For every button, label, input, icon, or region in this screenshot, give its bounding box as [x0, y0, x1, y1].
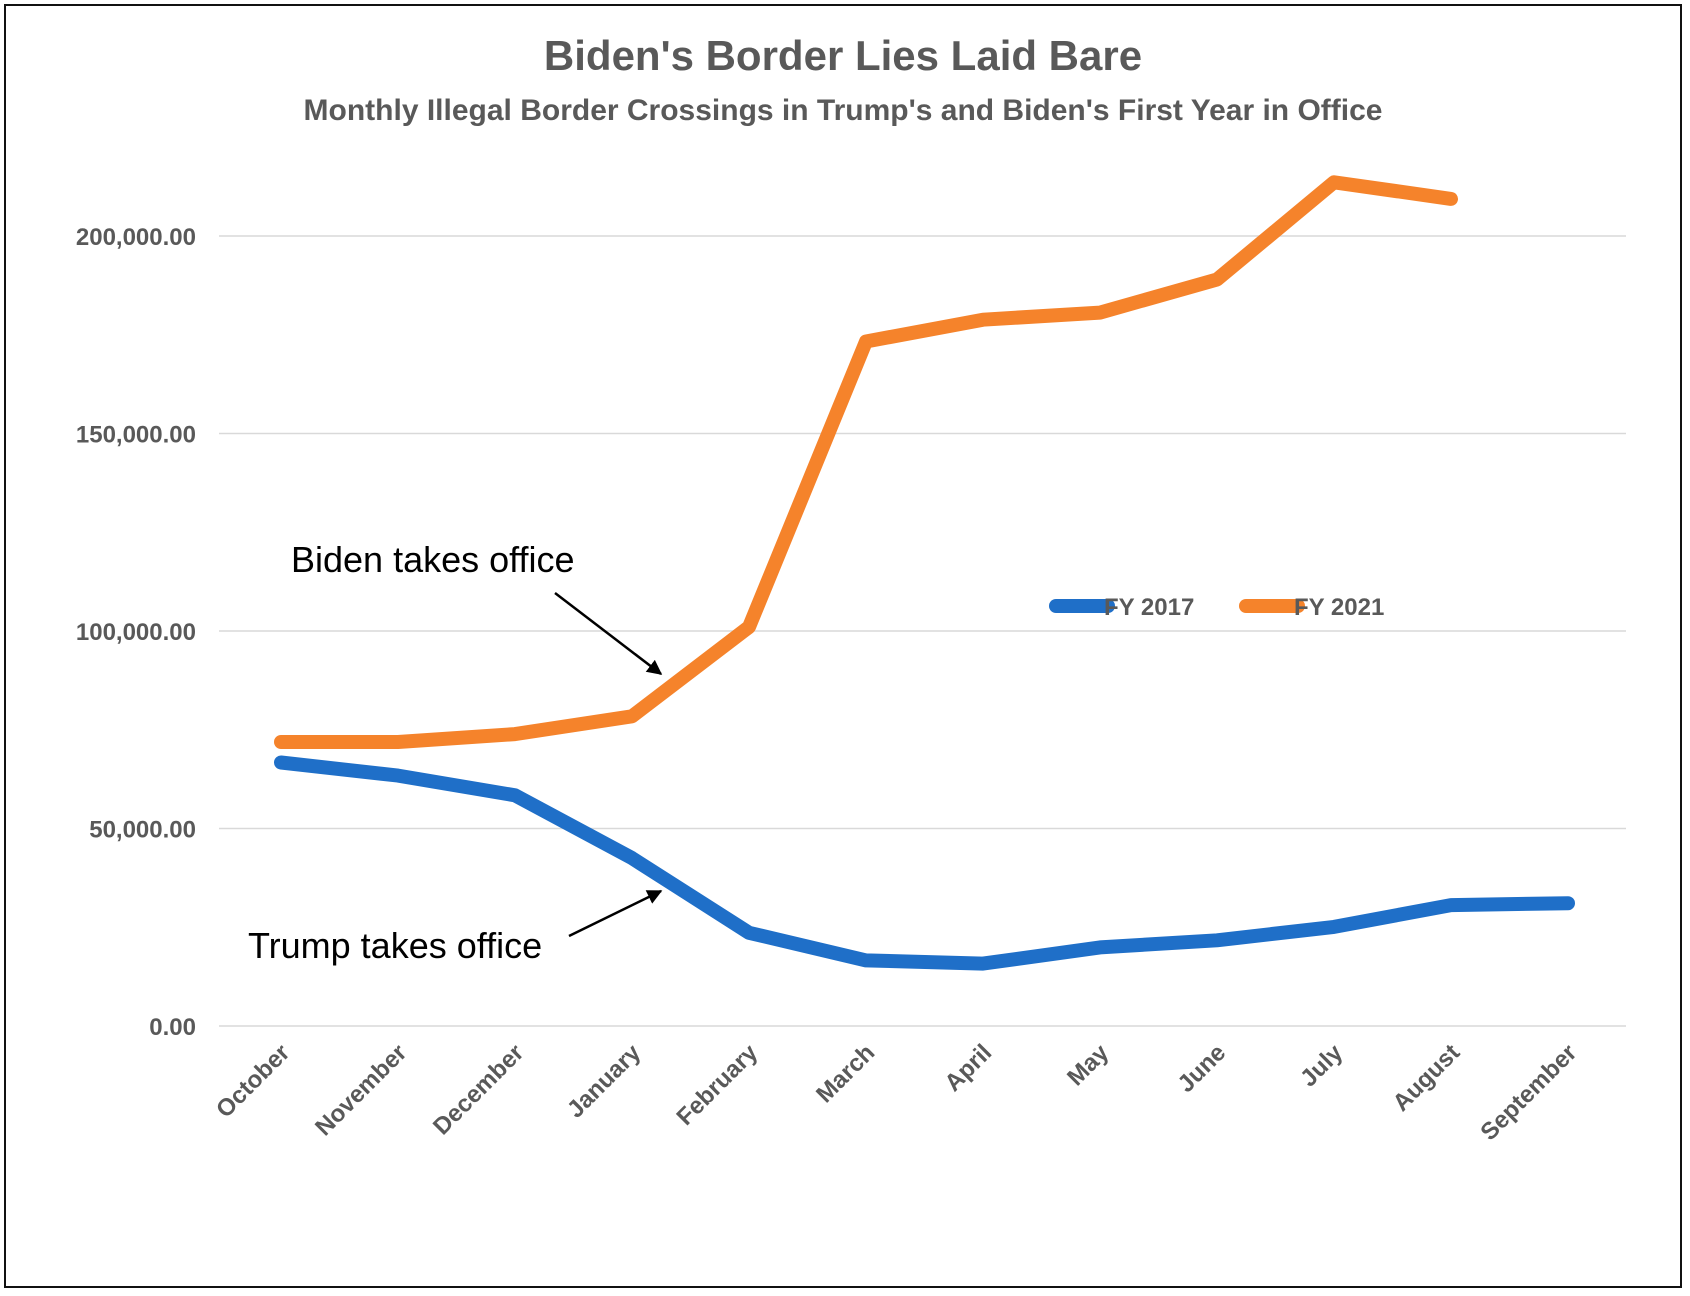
- x-tick-label: November: [310, 1039, 412, 1141]
- x-tick-label: January: [562, 1039, 647, 1124]
- x-tick-label: December: [428, 1039, 529, 1140]
- y-tick-label: 100,000.00: [76, 619, 196, 646]
- annotations: Biden takes office Trump takes office: [248, 539, 663, 966]
- annotation-arrow: [568, 889, 663, 938]
- x-tick-label: March: [811, 1039, 880, 1108]
- x-tick-label: September: [1475, 1039, 1582, 1146]
- y-tick-label: 0.00: [149, 1014, 196, 1041]
- legend-label: FY 2021: [1294, 594, 1384, 621]
- series-line-fy-2017: [274, 755, 1575, 971]
- gridlines: [219, 235, 1626, 1027]
- x-tick-label: May: [1062, 1039, 1115, 1092]
- legend: FY 2017 FY 2021: [1049, 594, 1384, 621]
- x-tick-label: August: [1388, 1039, 1466, 1117]
- x-tick-label: February: [672, 1039, 764, 1131]
- x-tick-label: October: [211, 1039, 295, 1123]
- y-tick-label: 150,000.00: [76, 422, 196, 449]
- line-chart: Biden's Border Lies Laid Bare Monthly Il…: [76, 32, 1626, 1146]
- y-tick-label: 200,000.00: [76, 224, 196, 251]
- x-tick-label: April: [939, 1039, 997, 1097]
- annotation-biden-takes-office: Biden takes office: [291, 539, 575, 580]
- x-axis: October November December January February Ma…: [211, 1039, 1582, 1146]
- chart-title: Biden's Border Lies Laid Bare: [544, 32, 1142, 79]
- y-tick-label: 50,000.00: [89, 817, 196, 844]
- chart-frame: Biden's Border Lies Laid Bare Monthly Il…: [4, 4, 1682, 1288]
- series-lines: [274, 175, 1575, 971]
- annotation-trump-takes-office: Trump takes office: [248, 925, 542, 966]
- x-tick-label: July: [1295, 1039, 1349, 1093]
- chart-subtitle: Monthly Illegal Border Crossings in Trum…: [304, 94, 1383, 127]
- x-tick-label: June: [1173, 1039, 1232, 1098]
- y-axis: 0.00 50,000.00 100,000.00 150,000.00 200,000…: [76, 224, 196, 1041]
- annotation-arrow: [554, 592, 663, 675]
- series-line-fy-2021: [274, 175, 1458, 749]
- legend-label: FY 2017: [1104, 594, 1194, 621]
